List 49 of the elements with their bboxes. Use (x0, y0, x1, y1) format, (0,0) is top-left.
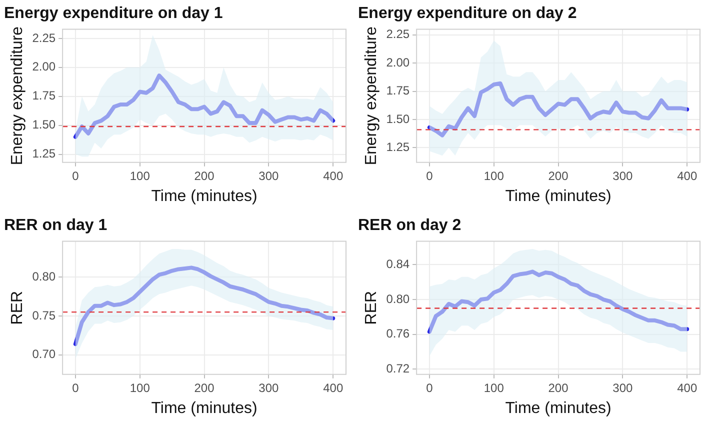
x-tick-label: 300 (612, 168, 634, 183)
x-axis-title: Time (minutes) (505, 400, 612, 417)
x-tick-label: 200 (194, 168, 215, 183)
y-tick-label: 1.25 (386, 140, 410, 154)
y-tick-label: 1.50 (32, 118, 56, 132)
x-tick-label: 0 (72, 380, 80, 395)
y-tick-label: 1.25 (32, 146, 56, 161)
y-tick-label: 0.75 (32, 308, 56, 322)
chart-title: RER on day 2 (358, 217, 462, 234)
y-tick-label: 0.84 (386, 257, 410, 272)
x-tick-label: 100 (130, 380, 150, 395)
y-axis-title: Energy expenditure (363, 26, 380, 166)
x-axis-title: Time (minutes) (151, 188, 258, 205)
x-axis-title: Time (minutes) (151, 400, 258, 417)
y-tick-label: 1.50 (386, 112, 410, 126)
y-tick-label: 2.00 (32, 60, 56, 74)
x-tick-label: 0 (426, 168, 434, 183)
x-tick-label: 400 (677, 168, 698, 183)
x-tick-label: 100 (484, 380, 504, 395)
x-tick-label: 0 (72, 168, 80, 183)
y-axis-title: RER (9, 290, 26, 325)
x-tick-label: 0 (426, 380, 434, 395)
x-tick-label: 200 (194, 380, 215, 395)
y-axis-title: RER (363, 290, 380, 325)
x-axis-title: Time (minutes) (505, 188, 612, 205)
chart-title: Energy expenditure on day 1 (4, 5, 223, 22)
y-tick-label: 0.80 (386, 292, 410, 306)
x-tick-label: 100 (130, 168, 150, 183)
y-tick-label: 1.75 (386, 84, 410, 98)
x-tick-label: 400 (677, 380, 698, 395)
x-tick-label: 300 (258, 380, 280, 395)
y-tick-label: 0.70 (32, 347, 56, 362)
y-tick-label: 0.72 (386, 361, 410, 376)
x-tick-label: 300 (258, 168, 280, 183)
y-tick-label: 0.76 (386, 326, 410, 341)
x-tick-label: 400 (323, 380, 344, 395)
x-tick-label: 300 (612, 380, 634, 395)
x-tick-label: 200 (548, 380, 569, 395)
x-tick-label: 400 (323, 168, 344, 183)
y-tick-label: 2.00 (386, 55, 410, 70)
x-tick-label: 200 (548, 168, 569, 183)
y-tick-label: 0.80 (32, 269, 56, 284)
y-tick-label: 1.75 (32, 88, 56, 103)
y-axis-title: Energy expenditure (9, 26, 26, 166)
chart-title: RER on day 1 (4, 217, 108, 234)
y-tick-label: 2.25 (386, 27, 410, 42)
x-tick-label: 100 (484, 168, 504, 183)
y-tick-label: 2.25 (32, 30, 56, 45)
chart-title: Energy expenditure on day 2 (358, 5, 577, 22)
